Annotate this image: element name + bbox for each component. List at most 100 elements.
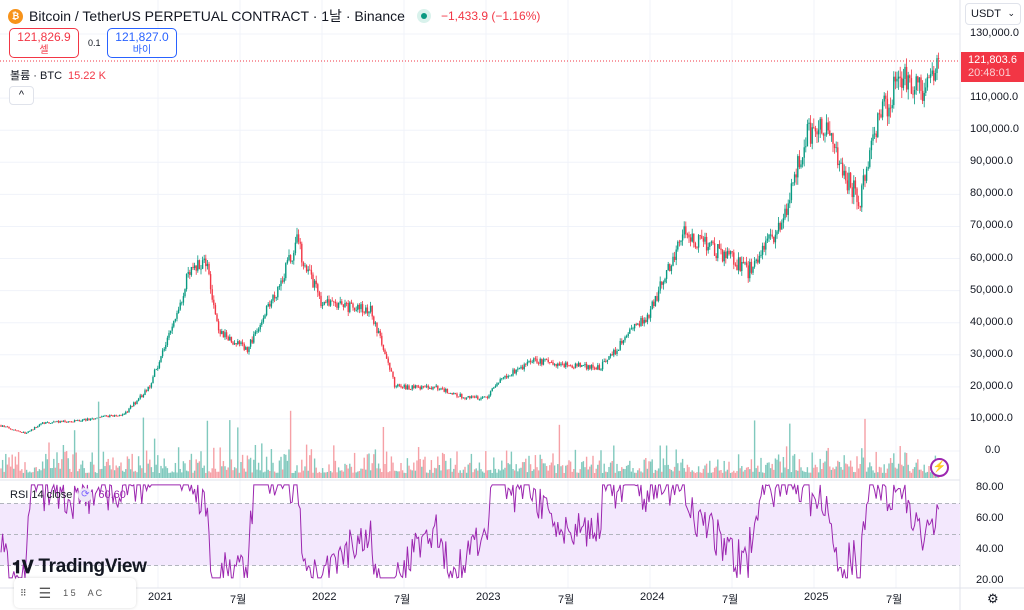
volume-bar [445, 460, 447, 478]
volume-bar [841, 469, 844, 478]
volume-bar [696, 472, 698, 478]
volume-bar [384, 463, 386, 478]
volume-bar [350, 466, 353, 478]
volume-bar [601, 472, 604, 478]
candle [920, 77, 922, 91]
candle [8, 426, 10, 429]
candle [72, 421, 74, 423]
volume-bar [45, 453, 47, 478]
candle [641, 317, 644, 324]
volume-bar [24, 462, 26, 478]
candle [686, 234, 689, 236]
lines-tool-icon[interactable]: ☰ [38, 584, 52, 601]
volume-bar [697, 466, 700, 478]
candle [321, 304, 324, 306]
numbers-tool-icon[interactable]: 1 5 [63, 588, 76, 598]
volume-bar [27, 472, 29, 478]
volume-bar [328, 464, 330, 478]
volume-bar [520, 467, 522, 478]
volume-bar [173, 472, 175, 478]
candle [848, 172, 850, 191]
candle [733, 252, 735, 265]
volume-bar [141, 468, 143, 478]
candle [605, 361, 607, 362]
candle [411, 385, 413, 390]
candle [566, 362, 569, 366]
candle [440, 388, 442, 390]
volume-bar [208, 471, 210, 478]
volume-bar [505, 450, 508, 478]
volume-bar [115, 465, 117, 478]
candle [310, 270, 313, 275]
buy-button[interactable]: 121,827.0 바이 [107, 28, 177, 58]
letters-tool-icon[interactable]: A C [87, 588, 103, 598]
candle [779, 222, 781, 230]
candle [373, 316, 375, 324]
candle [305, 265, 308, 272]
volume-bar [497, 469, 500, 478]
candle [651, 301, 653, 310]
volume-bar [147, 463, 149, 478]
candle [643, 319, 645, 324]
candle [840, 162, 842, 164]
candle [851, 187, 853, 198]
volume-bar [729, 472, 732, 478]
volume-bar [619, 471, 621, 478]
candle [499, 379, 501, 383]
volume-bar [459, 470, 461, 478]
candle [856, 188, 858, 203]
collapse-legend-button[interactable]: ^ [9, 86, 34, 105]
spread: 0.1 [88, 38, 101, 48]
volume-bar [65, 451, 68, 478]
volume-bar [608, 466, 610, 478]
candle [157, 367, 159, 370]
candle [521, 366, 524, 370]
volume-bar [312, 472, 314, 478]
candle [569, 365, 572, 367]
volume-bar [913, 467, 916, 478]
candle [345, 302, 348, 304]
sell-button[interactable]: 121,826.9 셀 [9, 28, 79, 58]
lightning-icon[interactable]: ⚡ [930, 458, 949, 477]
volume-bar [872, 470, 874, 478]
volume-bar [72, 454, 74, 478]
volume-bar [361, 468, 364, 478]
volume-bar [438, 465, 441, 478]
volume-bar [781, 472, 783, 478]
candle [934, 73, 937, 81]
candle [912, 93, 914, 95]
volume-bar [157, 455, 159, 478]
volume-bar [717, 459, 719, 478]
currency-select[interactable]: USDT ⌄ [965, 3, 1021, 25]
candle [270, 300, 273, 307]
volume-bar [923, 464, 925, 478]
volume-bar [101, 468, 103, 478]
candle [29, 430, 31, 432]
volume-bar [457, 472, 460, 478]
volume-bar [358, 470, 361, 478]
volume-bar [718, 470, 721, 478]
settings-icon[interactable]: ⚙ [987, 591, 999, 606]
candle [862, 175, 865, 186]
volume-bar [712, 472, 714, 478]
volume-bar [918, 469, 921, 478]
candle [469, 396, 471, 399]
volume-bar [161, 468, 164, 478]
bar-countdown: 20:48:01 [968, 67, 1011, 79]
candle [384, 349, 386, 355]
volume-bar [883, 464, 885, 478]
candle [376, 322, 378, 334]
tradingview-logo[interactable]: 𝟏𝐕 TradingView [12, 556, 147, 578]
candle [486, 396, 489, 398]
candle [400, 385, 402, 388]
symbol-title[interactable]: Bitcoin / TetherUS PERPETUAL CONTRACT · … [29, 8, 405, 24]
volume-bar [851, 466, 853, 478]
candle [782, 218, 785, 223]
volume-bar [773, 469, 775, 478]
volume-legend: 볼륨 · BTC 15.22 K [10, 67, 106, 83]
refresh-icon[interactable]: ⟳ [78, 488, 93, 502]
candle [720, 248, 722, 251]
drag-handle-icon[interactable]: ⠿ [20, 587, 27, 598]
candle [195, 265, 197, 271]
